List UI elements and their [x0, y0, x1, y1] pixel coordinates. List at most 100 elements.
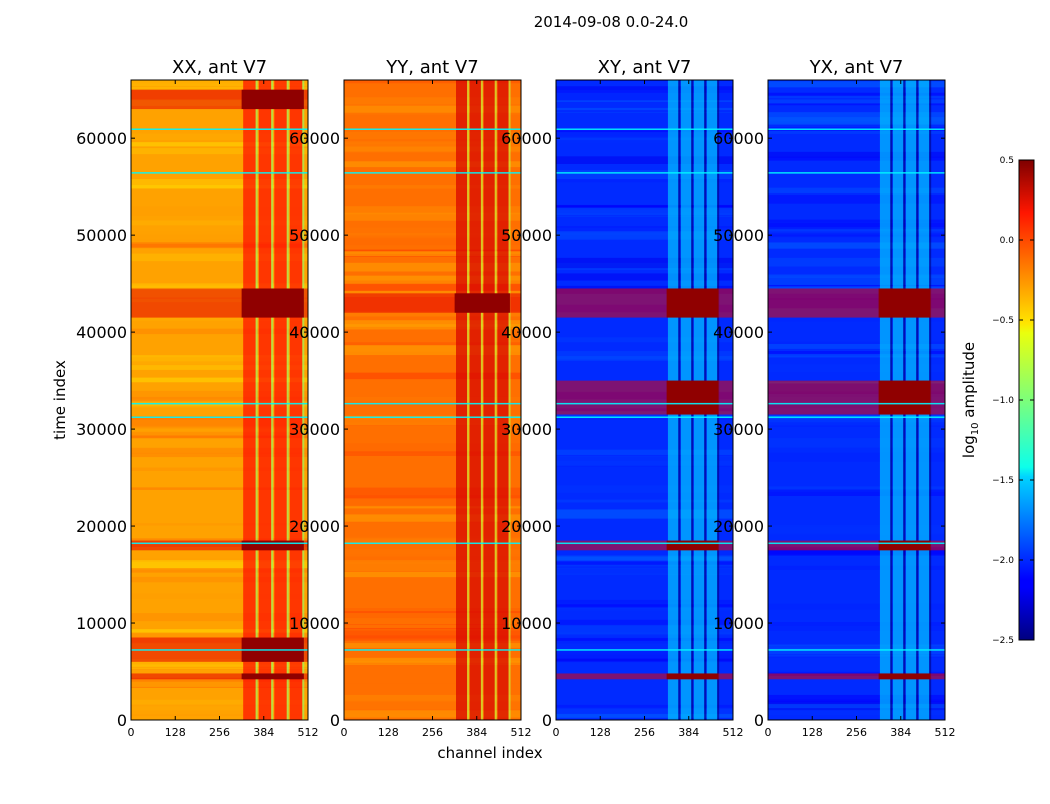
texture-row — [344, 443, 521, 454]
high-amplitude-block — [878, 540, 931, 551]
texture-row — [556, 449, 733, 455]
high-amplitude-block — [454, 293, 510, 313]
texture-row — [131, 317, 308, 321]
channel-stripe — [243, 80, 256, 720]
row-line — [131, 416, 308, 418]
texture-row — [768, 694, 945, 703]
y-tick-label: 10000 — [76, 614, 127, 633]
high-amplitude-block — [666, 380, 719, 415]
texture-row — [556, 351, 733, 360]
texture-row — [556, 86, 733, 91]
texture-row — [768, 452, 945, 462]
channel-stripe — [274, 80, 287, 720]
x-tick-label: 256 — [422, 726, 443, 739]
texture-row — [344, 251, 521, 257]
texture-row — [344, 396, 521, 402]
texture-row — [344, 227, 521, 238]
texture-row — [556, 561, 733, 565]
high-amplitude-block — [878, 380, 931, 415]
texture-row — [556, 713, 733, 718]
texture-row — [131, 487, 308, 490]
colorbar-label-sub: 10 — [970, 422, 981, 435]
texture-row — [131, 179, 308, 189]
texture-row — [768, 353, 945, 358]
texture-row — [556, 638, 733, 644]
texture-row — [344, 284, 521, 290]
y-tick-label: 20000 — [713, 517, 764, 536]
y-tick-label: 10000 — [289, 614, 340, 633]
x-tick-label: 256 — [209, 726, 230, 739]
texture-row — [131, 699, 308, 705]
y-tick-label: 0 — [330, 711, 340, 730]
texture-row — [131, 568, 308, 573]
x-tick-label: 512 — [723, 726, 744, 739]
texture-row — [556, 650, 733, 659]
texture-row — [131, 142, 308, 147]
row-line — [556, 416, 733, 418]
texture-row — [344, 679, 521, 684]
texture-row — [556, 509, 733, 519]
high-amplitude-block — [878, 673, 931, 680]
y-tick-label: 0 — [117, 711, 127, 730]
texture-row — [768, 94, 945, 98]
row-line — [556, 402, 733, 405]
y-tick-label: 0 — [542, 711, 552, 730]
colorbar-label: log10 amplitude — [960, 342, 981, 458]
y-tick-label: 30000 — [76, 420, 127, 439]
channel-stripe — [289, 80, 303, 720]
high-amplitude-block — [666, 673, 719, 680]
y-tick-label: 60000 — [501, 129, 552, 148]
texture-row — [344, 320, 521, 327]
texture-row — [768, 364, 945, 373]
texture-row — [556, 555, 733, 561]
row-line — [131, 542, 308, 545]
texture-row — [768, 704, 945, 709]
texture-row — [556, 226, 733, 232]
texture-row — [344, 710, 521, 718]
x-tick-label: 0 — [765, 726, 772, 739]
heatmap-panels: XX, ant V7 0 10000 20000 30000 40000 50000 6000… — [76, 57, 955, 739]
texture-row — [344, 498, 521, 506]
y-tick-label: 30000 — [289, 420, 340, 439]
texture-row — [556, 625, 733, 635]
texture-row — [344, 514, 521, 522]
colorbar-ticks: 0.5 0.0 −0.5 −1.0 −1.5 −2.0 −2.5 — [992, 156, 1034, 646]
row-line — [344, 128, 521, 130]
stripe-gap — [494, 80, 497, 720]
y-tick-label: 10000 — [501, 614, 552, 633]
texture-row — [556, 110, 733, 113]
y-tick-label: 40000 — [501, 323, 552, 342]
texture-row — [344, 212, 521, 221]
texture-row — [344, 700, 521, 710]
texture-row — [344, 624, 521, 628]
colorbar-tick-label: 0.5 — [1000, 156, 1014, 166]
texture-row — [344, 549, 521, 557]
y-tick-label: 20000 — [501, 517, 552, 536]
texture-row — [344, 630, 521, 639]
high-amplitude-block — [666, 288, 719, 318]
channel-stripe — [456, 80, 468, 720]
row-line — [344, 416, 521, 418]
texture-row — [131, 523, 308, 526]
texture-row — [556, 568, 733, 575]
texture-row — [131, 426, 308, 436]
texture-row — [556, 131, 733, 138]
texture-row — [556, 704, 733, 709]
x-tick-label: 384 — [466, 726, 487, 739]
y-tick-label: 40000 — [289, 323, 340, 342]
texture-row — [768, 670, 945, 673]
texture-row — [556, 599, 733, 608]
x-tick-label: 384 — [678, 726, 699, 739]
high-amplitude-row — [556, 673, 733, 680]
y-tick-label: 30000 — [713, 420, 764, 439]
texture-row — [131, 206, 308, 217]
texture-row — [556, 129, 733, 132]
row-line — [131, 128, 308, 130]
texture-row — [768, 92, 945, 97]
row-line — [344, 542, 521, 545]
texture-row — [131, 447, 308, 454]
row-line — [556, 172, 733, 174]
texture-row — [131, 435, 308, 439]
y-tick-label: 50000 — [501, 226, 552, 245]
texture-row — [768, 156, 945, 161]
